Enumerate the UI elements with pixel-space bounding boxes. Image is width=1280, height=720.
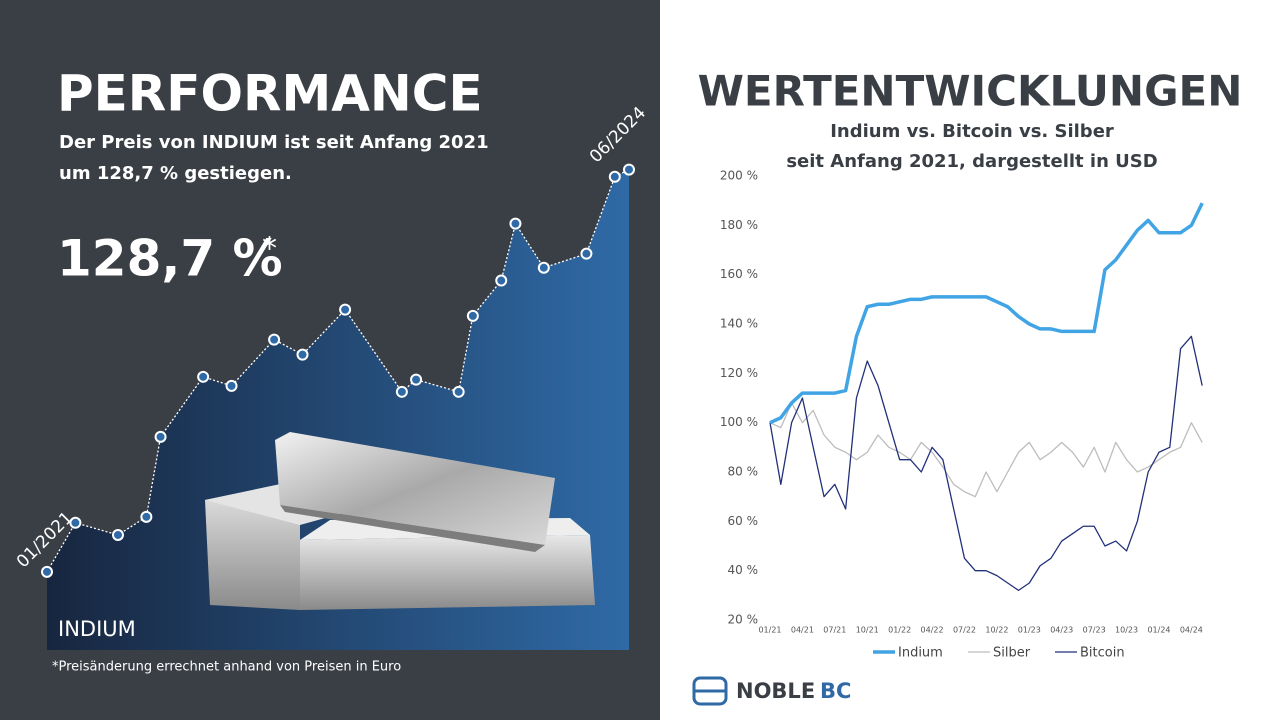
x-tick-label: 07/23	[1083, 626, 1106, 635]
right-panel	[660, 0, 1280, 720]
subtitle: Der Preis von INDIUM ist seit Anfang 202…	[59, 132, 489, 153]
series-line	[769, 402, 1203, 498]
point	[197, 370, 210, 383]
point	[608, 170, 621, 183]
x-tick-label: 07/22	[953, 626, 976, 635]
series-line	[769, 202, 1204, 425]
legend-label: Indium	[898, 646, 943, 661]
legend-label: Bitcoin	[1080, 646, 1125, 661]
point	[268, 333, 281, 346]
x-tick-label: 07/21	[823, 626, 846, 635]
point	[140, 510, 153, 523]
x-tick-label: 04/22	[921, 626, 944, 635]
x-tick-label: 10/23	[1115, 626, 1138, 635]
y-tick-label: 80 %	[728, 465, 759, 479]
point	[509, 217, 522, 230]
silver-bars	[205, 432, 595, 610]
subtitle: um 128,7 % gestiegen.	[59, 163, 292, 184]
x-tick-label: 01/21	[758, 626, 781, 635]
y-tick-label: 20 %	[728, 613, 759, 627]
footnote: *Preisänderung errechnet anhand von Prei…	[52, 660, 401, 675]
point	[339, 303, 352, 316]
point	[395, 385, 408, 398]
y-tick-label: 200 %	[720, 169, 758, 183]
asterisk: *	[262, 232, 277, 267]
point	[154, 430, 167, 443]
subtitle: seit Anfang 2021, dargestellt in USD	[786, 151, 1157, 172]
point	[495, 274, 508, 287]
x-tick-label: 01/23	[1018, 626, 1041, 635]
point	[410, 373, 423, 386]
series-line	[769, 335, 1203, 592]
logo-name: NOBLE	[736, 679, 815, 703]
point	[69, 516, 82, 529]
line	[46, 168, 630, 573]
x-tick-label: 10/22	[985, 626, 1008, 635]
point	[225, 379, 238, 392]
x-tick-label: 04/24	[1180, 626, 1203, 635]
point	[537, 261, 550, 274]
y-tick-label: 140 %	[720, 317, 758, 331]
point	[623, 163, 635, 176]
y-tick-label: 120 %	[720, 366, 758, 380]
series-label: INDIUM	[58, 617, 136, 641]
y-tick-label: 180 %	[720, 218, 758, 232]
point	[296, 348, 309, 361]
logo: NOBLE BC	[692, 676, 851, 706]
y-tick-label: 60 %	[728, 514, 759, 528]
legend-label: Silber	[993, 646, 1031, 661]
x-tick-label: 01/22	[888, 626, 911, 635]
x-tick-label: 04/23	[1050, 626, 1073, 635]
point	[41, 565, 53, 578]
headline: 128,7 %	[57, 230, 283, 288]
y-tick-label: 100 %	[720, 415, 758, 429]
subtitle: Indium vs. Bitcoin vs. Silber	[830, 121, 1114, 142]
x-tick-label: 10/21	[856, 626, 879, 635]
x-tick-label: 04/21	[791, 626, 814, 635]
title: PERFORMANCE	[57, 65, 483, 123]
logo-suffix: BC	[820, 679, 851, 703]
point	[111, 528, 124, 541]
point	[580, 247, 593, 260]
point	[466, 309, 479, 322]
x-tick-label: 01/24	[1147, 626, 1170, 635]
y-tick-label: 40 %	[728, 563, 759, 577]
title: WERTENTWICKLUNGEN	[698, 67, 1243, 116]
point	[452, 385, 465, 398]
y-tick-label: 160 %	[720, 267, 758, 281]
